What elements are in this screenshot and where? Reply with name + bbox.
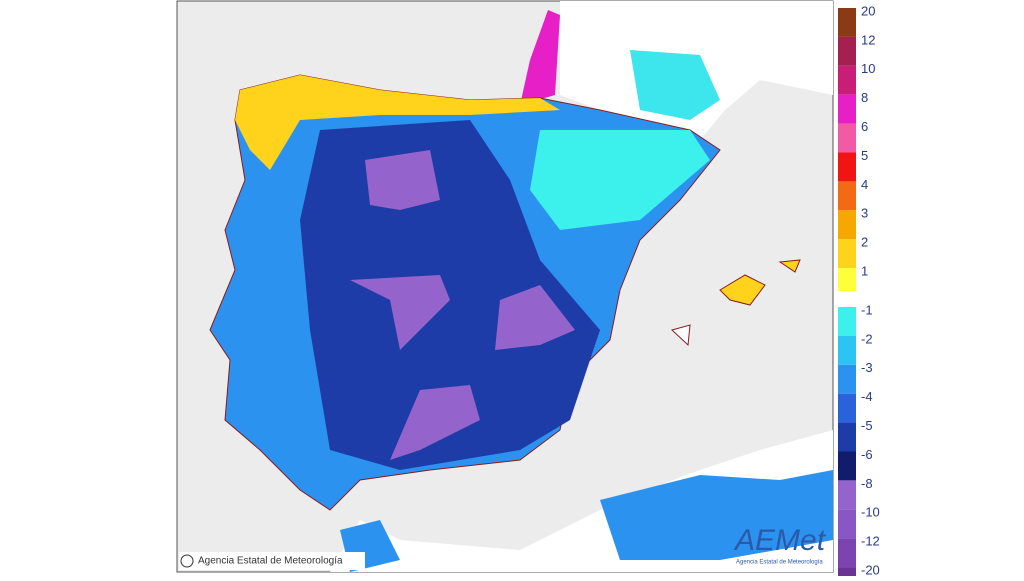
legend-swatch (838, 480, 856, 510)
legend-swatch (838, 393, 856, 423)
legend-label: -20 (861, 563, 880, 576)
legend-swatch (838, 567, 856, 581)
legend-label: 20 (861, 3, 875, 18)
legend-label: -1 (861, 302, 873, 317)
map-shapes (209, 1, 833, 572)
legend-swatch (838, 210, 856, 240)
legend-label: 12 (861, 32, 875, 47)
logo-subtitle: Agencia Estatal de Meteorología (736, 560, 823, 566)
logo: AEMet Agencia Estatal de Meteorología (733, 524, 827, 566)
legend-label: 1 (861, 264, 868, 279)
legend-label: -2 (861, 331, 873, 346)
legend-label: 5 (861, 148, 868, 163)
legend-label: 8 (861, 90, 868, 105)
legend-swatch (838, 307, 856, 336)
legend-label: -5 (861, 418, 873, 433)
legend-swatch (838, 36, 856, 66)
legend-swatch (838, 239, 856, 269)
legend-label: -8 (861, 476, 873, 491)
legend-label: 3 (861, 206, 868, 221)
legend-label: 6 (861, 119, 868, 134)
legend-swatch (838, 123, 856, 153)
legend-swatch (838, 335, 856, 365)
legend-label: -10 (861, 505, 880, 520)
legend-swatch (838, 8, 856, 37)
legend-label: -3 (861, 360, 873, 375)
legend-label: 10 (861, 61, 875, 76)
legend-swatch (838, 152, 856, 182)
legend-label: 4 (861, 177, 868, 192)
legend-swatch (838, 422, 856, 452)
legend-swatch (838, 364, 856, 394)
legend-label: -12 (861, 534, 880, 549)
logo-text: AEMet (733, 524, 827, 557)
copyright-box: Agencia Estatal de Meteorología (179, 552, 365, 570)
legend-swatch (838, 538, 856, 568)
copyright: Agencia Estatal de Meteorología (198, 556, 343, 567)
legend-swatch (838, 268, 856, 291)
legend-swatch (838, 65, 856, 95)
legend: 20 12 10 8 6 5 4 3 2 1 -1 -2 -3 -4 -5 -6 -8 -10 -12 -20 (838, 3, 880, 581)
legend-swatch (838, 94, 856, 124)
legend-label: -4 (861, 389, 873, 404)
legend-swatch (838, 509, 856, 539)
legend-swatch (838, 451, 856, 481)
legend-label: 2 (861, 235, 868, 250)
legend-label: -6 (861, 447, 873, 462)
legend-swatch (838, 181, 856, 211)
